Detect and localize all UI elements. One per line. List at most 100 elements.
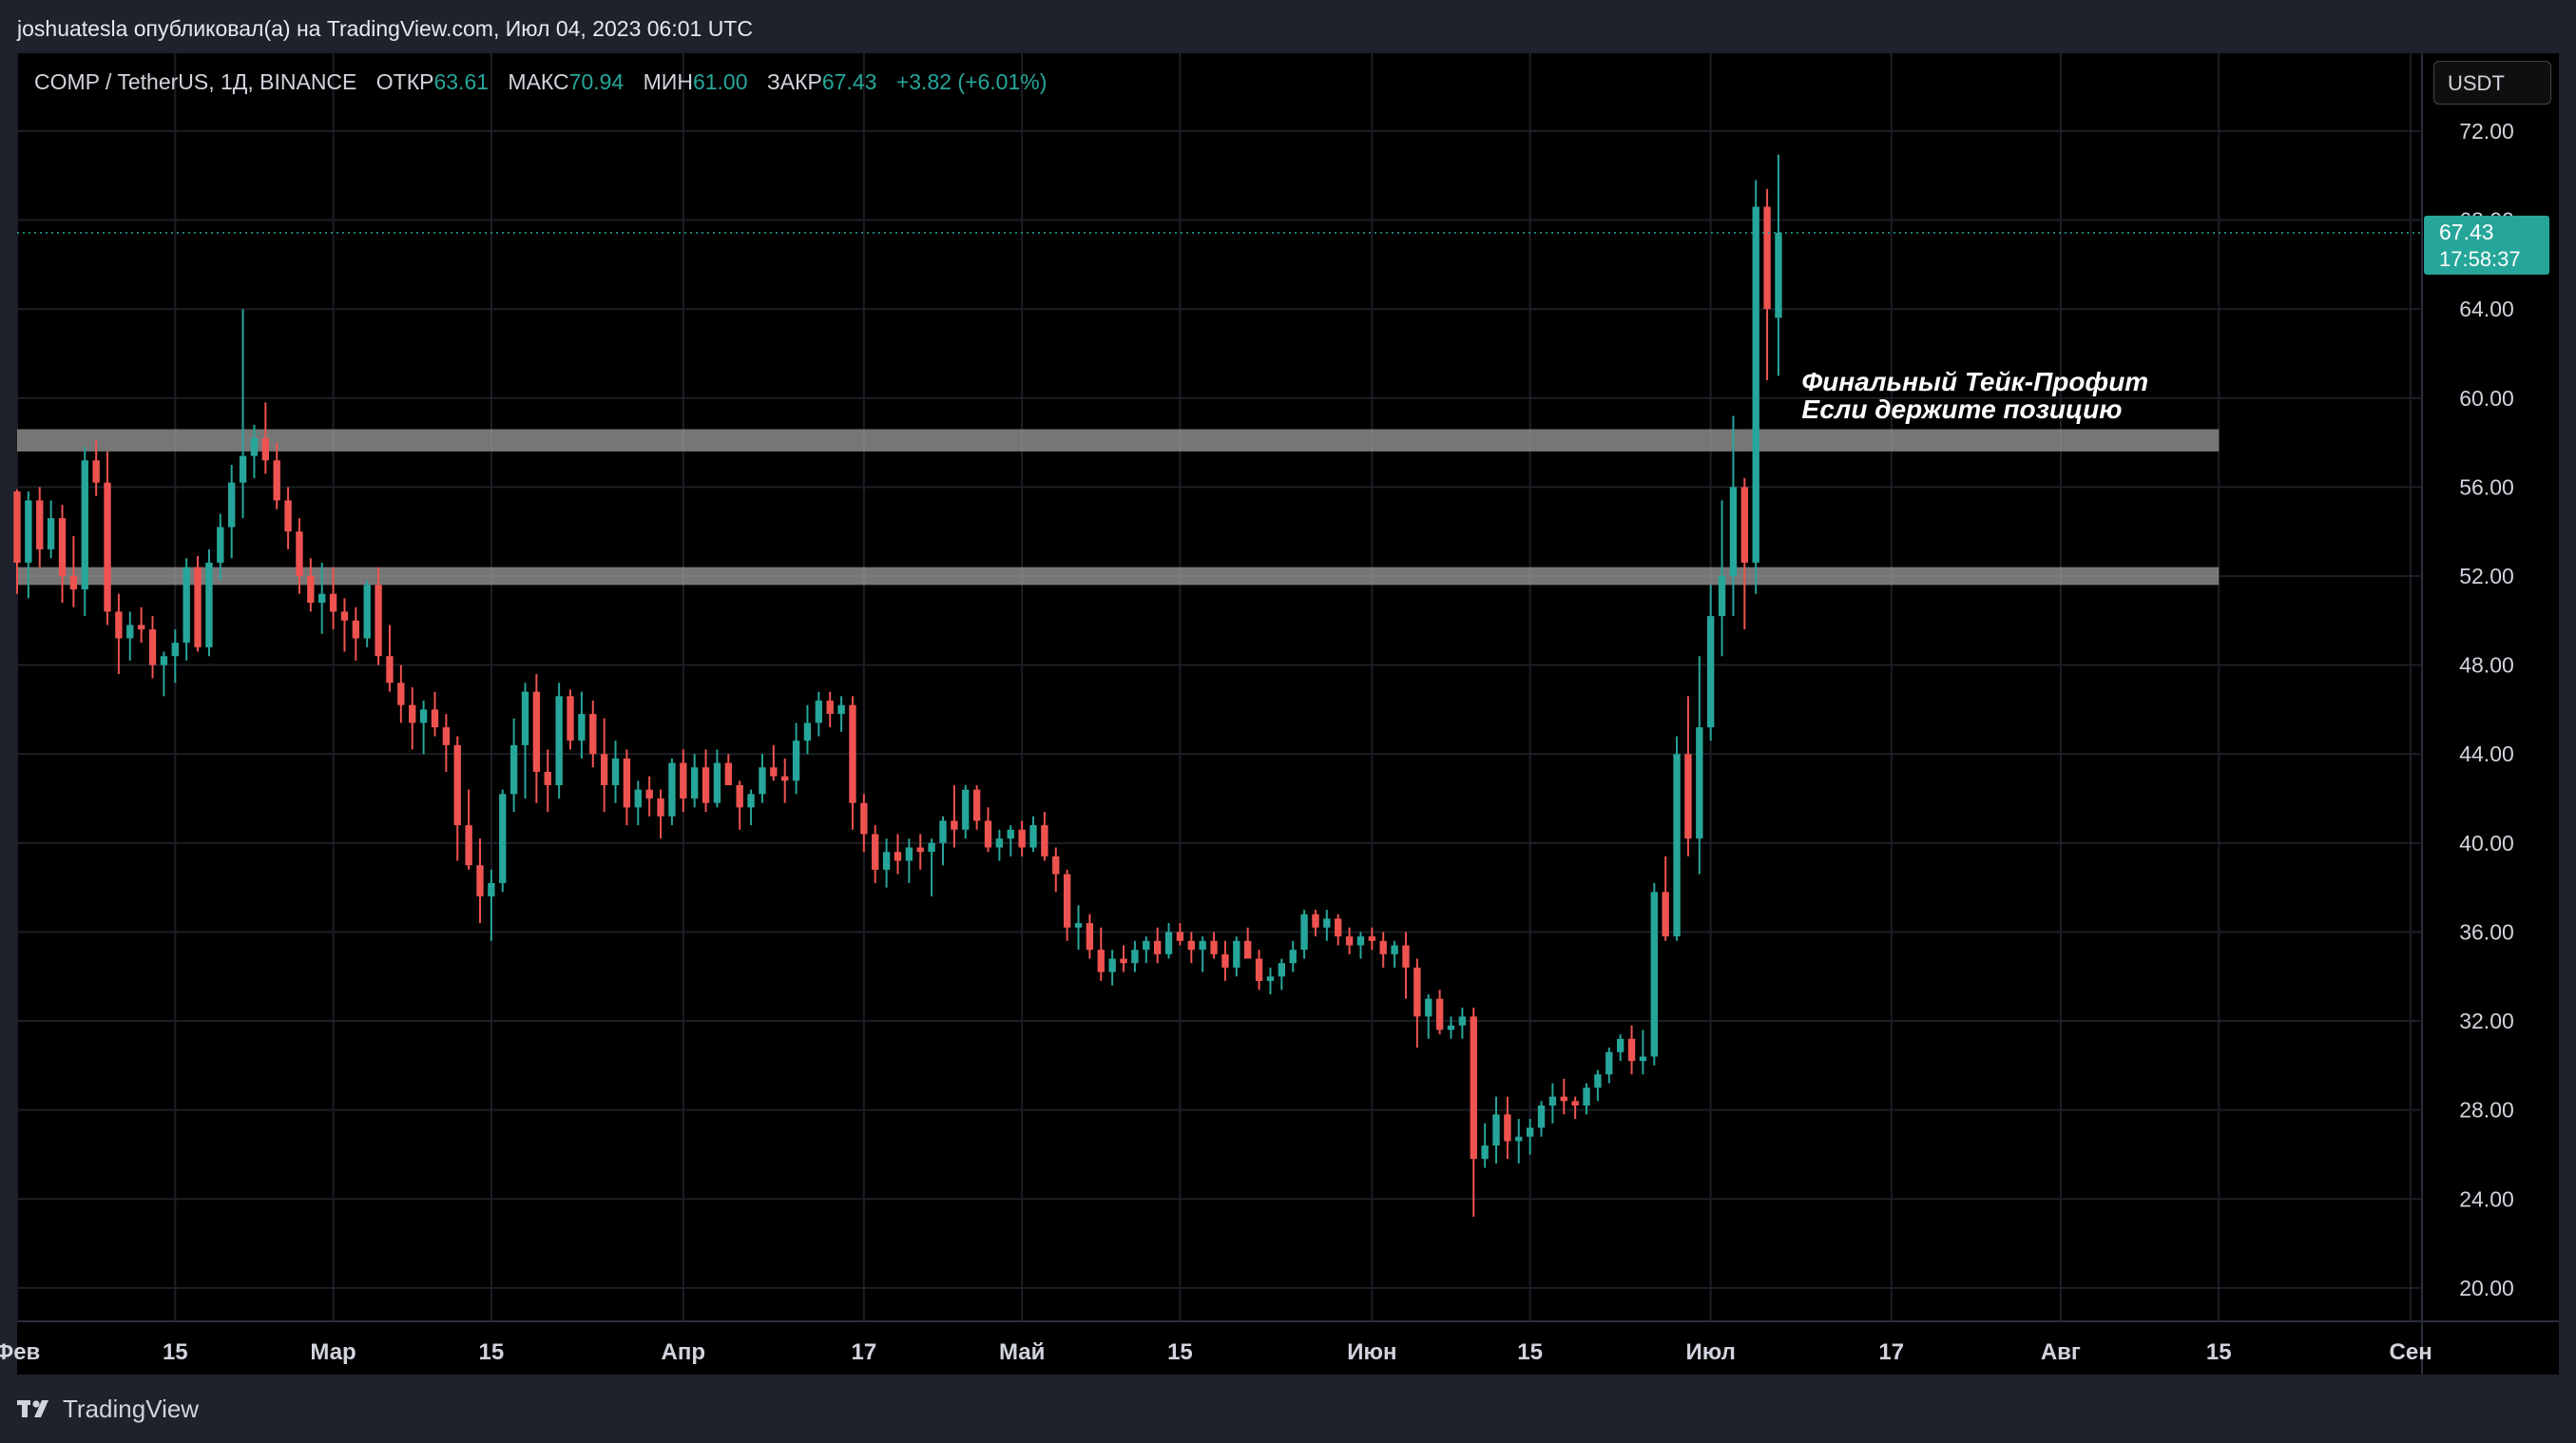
candle-body — [1605, 1051, 1613, 1075]
candle-body — [453, 744, 461, 826]
candle-body — [882, 852, 891, 870]
candle-body — [759, 767, 766, 795]
candle-body — [995, 838, 1004, 848]
change-value: +3.82 (+6.01%) — [895, 69, 1048, 94]
candle-body — [137, 625, 145, 630]
candle-body — [58, 518, 67, 576]
candle-body — [1063, 874, 1071, 928]
candle-body — [465, 825, 472, 866]
price-tick-label: 48.00 — [2459, 653, 2514, 678]
candle-body — [1289, 950, 1297, 964]
candle-body — [36, 500, 44, 549]
annotation-line-2: Если держите позицию — [1801, 394, 2122, 424]
candle-body — [1143, 940, 1150, 951]
candle-body — [1650, 892, 1658, 1057]
candle-body — [578, 714, 586, 741]
currency-selector[interactable]: USDT — [2433, 61, 2551, 105]
candle-body — [1074, 923, 1083, 928]
brand-name: TradingView — [63, 1394, 200, 1423]
candle-body — [668, 762, 676, 817]
candle-body — [1707, 616, 1715, 728]
candle-body — [1052, 856, 1060, 875]
date-tick-label: Июн — [1347, 1339, 1396, 1365]
candle-body — [1199, 940, 1206, 951]
candle-body — [261, 437, 269, 461]
symbol-name[interactable]: COMP / TetherUS, 1Д, BINANCE — [34, 69, 357, 94]
candle-body — [1684, 754, 1692, 839]
candle-body — [1413, 967, 1421, 1017]
candle-body — [1300, 914, 1308, 951]
candle-body — [1244, 940, 1252, 959]
candle-body — [363, 585, 371, 639]
candle-body — [13, 491, 21, 563]
candle-body — [1639, 1056, 1647, 1062]
price-tick-label: 28.00 — [2459, 1098, 2514, 1123]
candle-body — [1752, 206, 1759, 563]
low-label: МИН — [643, 69, 693, 94]
candle-body — [589, 714, 597, 755]
candle-body — [1627, 1038, 1636, 1062]
candle-body — [702, 767, 710, 803]
candle-body — [307, 575, 315, 604]
footer-brand[interactable]: TradingView — [17, 1390, 199, 1428]
candle-body — [815, 701, 823, 723]
date-tick-label: Июл — [1685, 1339, 1735, 1365]
candle-body — [849, 704, 856, 803]
candle-body — [1018, 829, 1026, 848]
candle-body — [92, 460, 100, 483]
candle-body — [747, 794, 755, 808]
date-tick-label: 15 — [163, 1339, 188, 1365]
candle-body — [1729, 487, 1738, 576]
date-tick-label: Май — [999, 1339, 1045, 1365]
price-tick-label: 56.00 — [2459, 474, 2514, 499]
candle-body — [939, 820, 947, 843]
candle-body — [928, 842, 935, 853]
candle-body — [1470, 1016, 1477, 1160]
candle-body — [951, 820, 958, 830]
price-tick-label: 72.00 — [2459, 119, 2514, 144]
candle-body — [217, 527, 224, 563]
candle-body — [1278, 963, 1286, 977]
price-tick-label: 52.00 — [2459, 564, 2514, 588]
candle-body — [160, 656, 168, 665]
candle-body — [724, 762, 732, 785]
candle-body — [600, 754, 608, 785]
candle-body — [1335, 918, 1342, 937]
candle-body — [318, 593, 326, 604]
candle-body — [81, 460, 88, 590]
candle-body — [1086, 923, 1094, 951]
candle-body — [25, 500, 32, 563]
candle-body — [1041, 825, 1048, 856]
candle-body — [567, 696, 574, 741]
candle-body — [962, 789, 970, 830]
candle-body — [623, 758, 631, 808]
candle-body — [1368, 936, 1376, 941]
candle-body — [375, 585, 382, 657]
date-tick-label: Апр — [662, 1339, 706, 1365]
close-value: 67.43 — [821, 69, 877, 94]
chart-area[interactable] — [17, 53, 2559, 1375]
price-tick-label: 40.00 — [2459, 831, 2514, 856]
date-tick-label: Сен — [2390, 1339, 2432, 1365]
candle-body — [1673, 754, 1681, 937]
candle-body — [792, 741, 800, 781]
candle-body — [329, 593, 337, 612]
candle-body — [1425, 998, 1432, 1017]
candle-body — [1594, 1074, 1602, 1088]
candle-body — [1616, 1038, 1624, 1052]
candle-body — [1131, 950, 1139, 964]
candle-body — [1447, 1025, 1455, 1030]
symbol-legend: COMP / TetherUS, 1Д, BINANCE ОТКР63.61 М… — [34, 65, 1047, 99]
candle-body — [227, 482, 236, 528]
candle-body — [645, 789, 653, 799]
candle-body — [872, 834, 879, 870]
price-zone — [17, 567, 2220, 586]
candle-body — [1458, 1016, 1467, 1026]
bar-countdown: 17:58:37 — [2439, 247, 2521, 271]
candle-body — [1537, 1105, 1546, 1128]
candle-body — [431, 709, 439, 728]
candle-body — [296, 531, 303, 576]
candle-body — [826, 701, 834, 715]
annotation-line-1: Финальный Тейк-Профит — [1801, 367, 2148, 396]
